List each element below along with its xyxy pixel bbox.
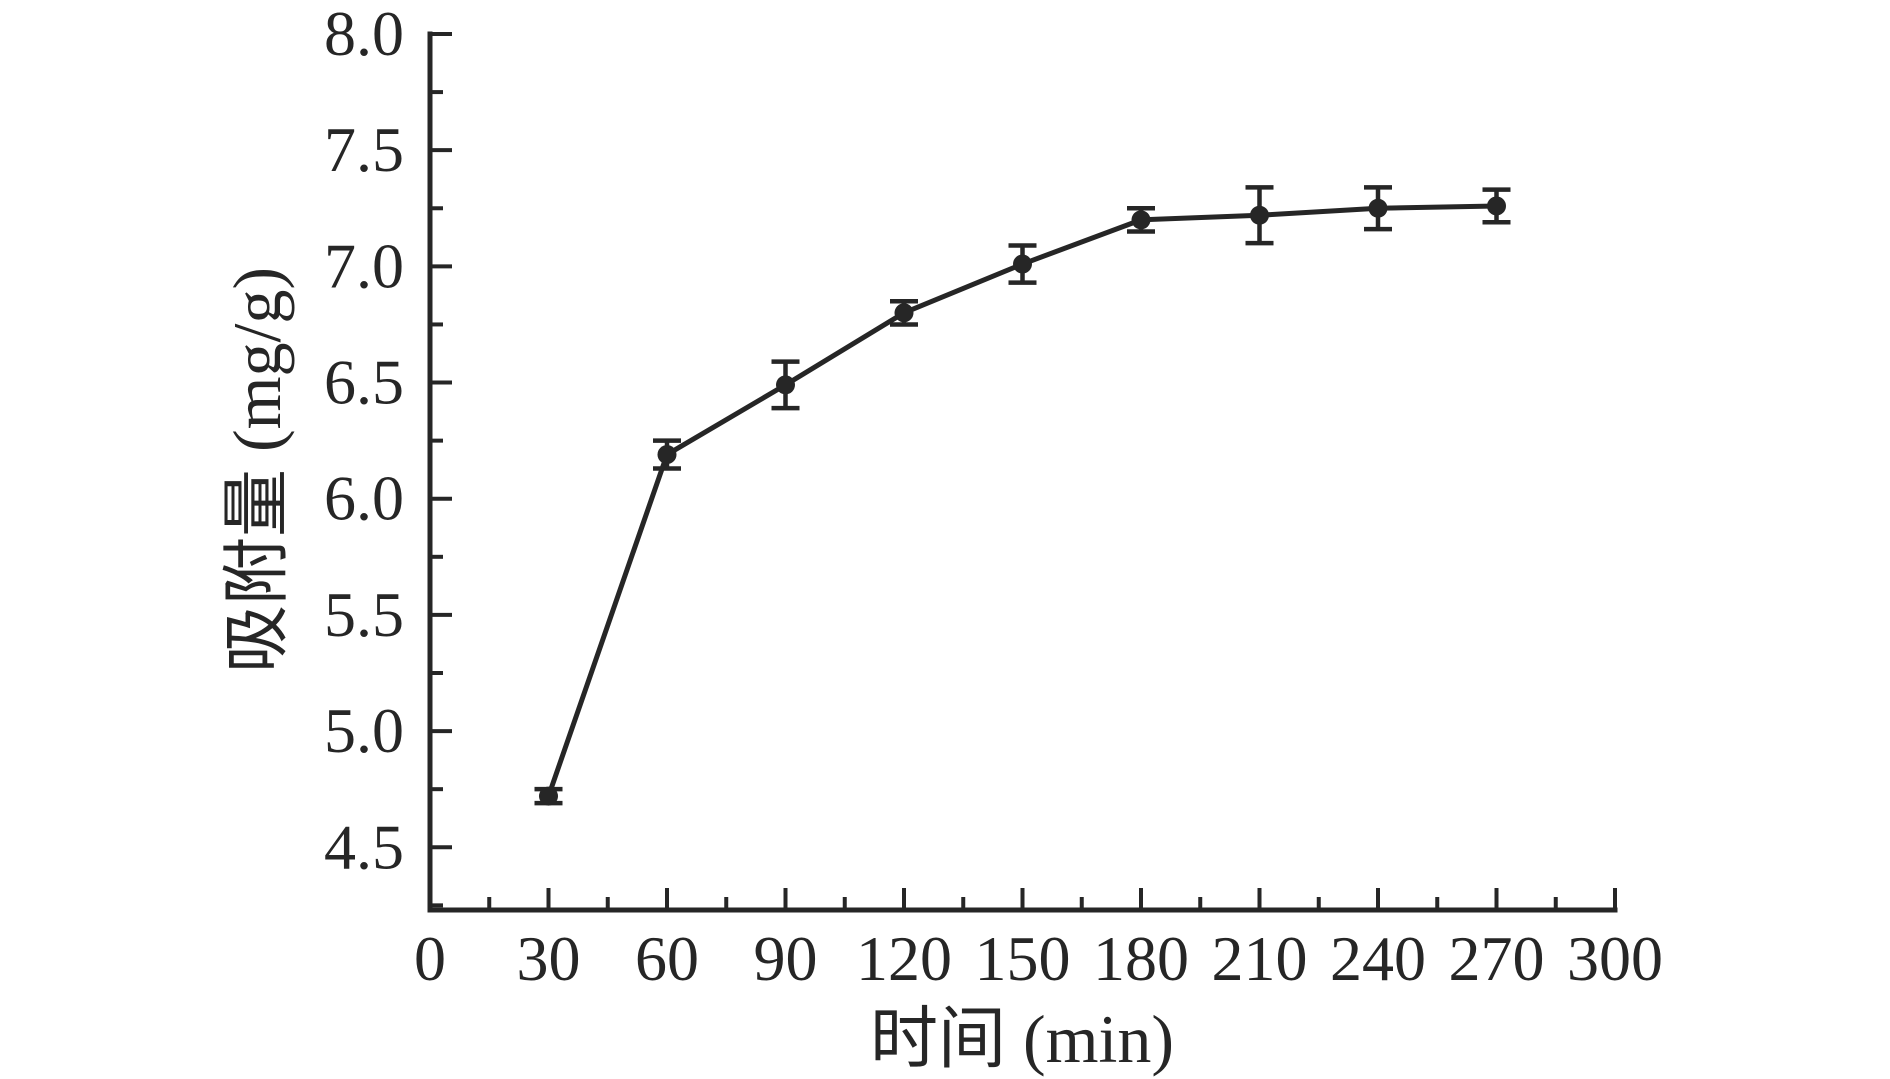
x-tick-label: 240 — [1330, 923, 1426, 994]
y-tick-label: 5.0 — [324, 695, 404, 766]
x-tick-label: 150 — [975, 923, 1071, 994]
data-point-marker — [1368, 198, 1388, 218]
y-tick-label: 7.5 — [324, 114, 404, 185]
y-tick-label: 8.0 — [324, 0, 404, 69]
data-point-marker — [1013, 254, 1032, 274]
axis-tick-labels: 0 30 60 90 120 150 180 210 240 270 300 4.5 5.0 5.5 6.0… — [324, 0, 1663, 994]
y-tick-label: 7.0 — [324, 230, 404, 301]
data-point-marker — [657, 445, 677, 465]
data-point-marker — [1487, 196, 1506, 216]
axis-ticks — [428, 32, 1617, 910]
x-tick-label: 90 — [754, 923, 818, 994]
x-tick-label: 270 — [1449, 923, 1545, 994]
x-tick-label: 30 — [517, 923, 581, 994]
series-line — [546, 203, 1499, 799]
y-tick-label: 4.5 — [324, 811, 404, 882]
data-series — [534, 185, 1511, 806]
x-tick-label: 120 — [856, 923, 952, 994]
x-tick-label: 300 — [1567, 923, 1663, 994]
x-axis-label: 时间 (min) — [870, 1001, 1174, 1077]
x-tick-label: 180 — [1093, 923, 1189, 994]
data-point-marker — [1131, 210, 1151, 230]
y-tick-label: 5.5 — [324, 579, 404, 650]
axis-spines — [427, 31, 1618, 913]
y-tick-label: 6.0 — [324, 463, 404, 534]
x-tick-label: 0 — [414, 923, 446, 994]
y-axis-label: 吸附量 (mg/g) — [219, 267, 295, 673]
x-tick-label: 210 — [1212, 923, 1308, 994]
data-point-marker — [894, 303, 914, 323]
x-tick-label: 60 — [635, 923, 699, 994]
data-point-marker — [1250, 205, 1269, 225]
y-tick-label: 6.5 — [324, 347, 404, 418]
axis-spine — [427, 31, 1618, 913]
data-point-marker — [776, 375, 795, 395]
data-point-marker — [539, 786, 558, 806]
